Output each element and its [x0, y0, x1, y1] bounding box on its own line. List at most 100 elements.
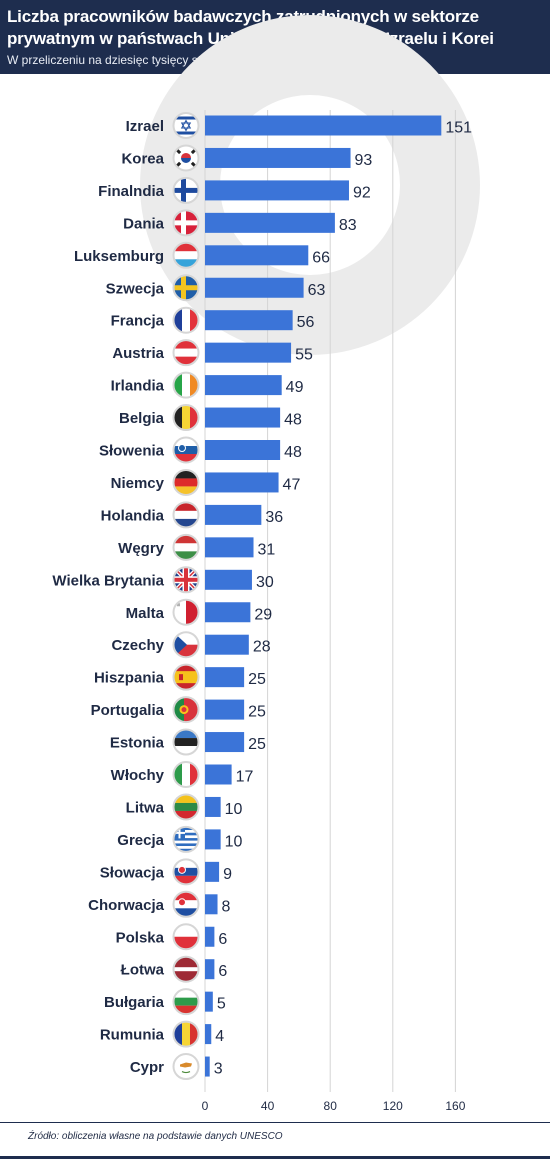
bar: [205, 375, 282, 396]
ireland-flag: [172, 371, 200, 399]
bar: [205, 342, 292, 363]
value-label: 48: [284, 444, 302, 461]
value-label: 6: [218, 931, 227, 948]
source-note: Źródło: obliczenia własne na podstawie d…: [28, 1131, 283, 1142]
category-label: Luksemburg: [74, 248, 164, 265]
x-tick-label: 0: [202, 1099, 209, 1113]
category-label: Cypr: [130, 1059, 164, 1076]
category-label: Portugalia: [91, 702, 165, 719]
cyprus-flag: [172, 1053, 200, 1081]
category-label: Dania: [123, 215, 165, 232]
bar: [205, 732, 245, 753]
category-label: Bułgaria: [104, 994, 165, 1011]
slovenia-flag: [172, 436, 200, 464]
category-label: Szwecja: [106, 280, 165, 297]
category-label: Hiszpania: [94, 670, 165, 687]
bar-chart: Izrael Korea Finalndia Dania Luksemburg Szwec…: [52, 15, 480, 1113]
value-label: 10: [225, 833, 243, 850]
category-label: Czechy: [111, 637, 164, 654]
value-label: 10: [225, 801, 243, 818]
bar: [205, 894, 218, 915]
denmark-flag: [172, 209, 200, 237]
lithuania-flag: [172, 793, 200, 821]
bar: [205, 407, 281, 428]
value-label: 66: [312, 249, 330, 266]
bar: [205, 699, 245, 720]
bulgaria-flag: [172, 988, 200, 1016]
category-label: Wielka Brytania: [52, 572, 164, 589]
finland-flag: [172, 176, 200, 204]
category-label: Holandia: [101, 507, 165, 524]
value-label: 56: [297, 314, 315, 331]
austria-flag: [172, 339, 200, 367]
footer-bar: [0, 1156, 550, 1159]
x-tick-label: 80: [324, 1099, 338, 1113]
value-label: 151: [445, 120, 472, 137]
bar: [205, 667, 245, 688]
estonia-flag: [172, 728, 200, 756]
bar: [205, 537, 254, 558]
romania-flag: [172, 1020, 200, 1048]
bar: [205, 310, 293, 331]
value-label: 6: [218, 963, 227, 980]
gridlines: [204, 110, 456, 1092]
czech-flag: [172, 631, 200, 659]
bar: [205, 602, 251, 623]
bar: [205, 569, 252, 590]
poland-flag: [172, 923, 200, 951]
value-label: 25: [248, 736, 266, 753]
bar: [205, 472, 279, 493]
category-label: Niemcy: [111, 475, 165, 492]
hungary-flag: [172, 533, 200, 561]
category-label: Słowenia: [99, 443, 165, 460]
x-tick-label: 40: [261, 1099, 275, 1113]
greece-flag: [172, 825, 200, 853]
category-label: Izrael: [126, 118, 164, 135]
bar: [205, 829, 221, 850]
bar: [205, 1024, 212, 1045]
latvia-flag: [172, 955, 200, 983]
value-label: 8: [222, 898, 231, 915]
bar: [205, 212, 335, 233]
category-label: Węgry: [118, 540, 165, 557]
france-flag: [172, 306, 200, 334]
value-label: 55: [295, 347, 313, 364]
category-label: Belgia: [119, 410, 165, 427]
portugal-flag: [172, 696, 200, 724]
x-tick-label: 160: [445, 1099, 465, 1113]
bar: [205, 959, 215, 980]
value-label: 25: [248, 671, 266, 688]
value-label: 29: [254, 606, 272, 623]
united-kingdom-flag: [172, 566, 200, 594]
category-label: Włochy: [111, 767, 165, 784]
value-labels: 1519392836663565549484847363130292825252…: [214, 120, 472, 1078]
x-tick-label: 120: [383, 1099, 403, 1113]
flags: [172, 112, 200, 1081]
category-label: Chorwacja: [88, 897, 165, 914]
germany-flag: [172, 468, 200, 496]
x-axis-ticks: 0 40 80 120 160: [202, 1099, 466, 1113]
value-label: 5: [217, 996, 226, 1013]
bar: [205, 180, 349, 201]
category-labels: Izrael Korea Finalndia Dania Luksemburg Szwec…: [52, 118, 164, 1076]
bar: [205, 245, 309, 266]
bars: [205, 115, 442, 1077]
value-label: 3: [214, 1061, 223, 1078]
netherlands-flag: [172, 501, 200, 529]
bar: [205, 796, 221, 817]
value-label: 36: [265, 509, 283, 526]
category-label: Korea: [121, 150, 164, 167]
category-label: Finalndia: [98, 183, 164, 200]
belgium-flag: [172, 404, 200, 432]
spain-flag: [172, 663, 200, 691]
value-label: 93: [355, 152, 373, 169]
value-label: 31: [258, 541, 276, 558]
value-label: 17: [236, 769, 254, 786]
sweden-flag: [172, 274, 200, 302]
value-label: 28: [253, 639, 271, 656]
category-label: Austria: [112, 345, 164, 362]
bar: [205, 634, 249, 655]
category-label: Łotwa: [121, 962, 165, 979]
bar: [205, 504, 262, 525]
